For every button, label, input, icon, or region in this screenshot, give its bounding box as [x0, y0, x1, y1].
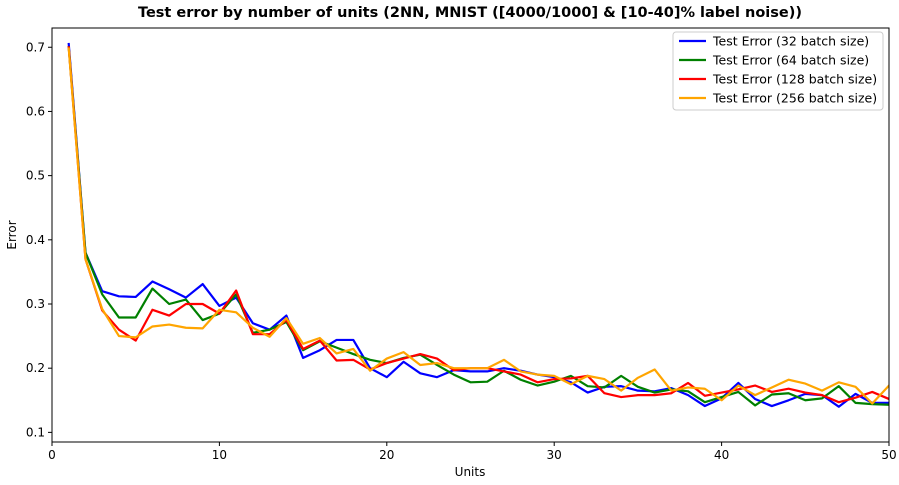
plot-frame: [51, 27, 890, 443]
x-axis: 0 10 20 30 40 50: [48, 442, 897, 462]
series-line-1: [67, 42, 889, 408]
x-tick-label: 20: [379, 448, 394, 462]
legend-frame: [672, 31, 884, 111]
series-line-4: [67, 47, 889, 405]
y-tick-label: 0.1: [26, 425, 45, 439]
series-line-2: [67, 46, 889, 407]
y-tick-label: 0.2: [26, 361, 45, 375]
x-axis-label: Units: [455, 465, 486, 479]
legend-entry-label: Test Error (128 batch size): [712, 72, 877, 87]
y-tick-label: 0.4: [26, 233, 45, 247]
legend-entry-label: Test Error (32 batch size): [712, 34, 869, 49]
x-tick-label: 30: [547, 448, 562, 462]
y-tick-label: 0.6: [26, 104, 45, 118]
y-axis: 0.1 0.2 0.3 0.4 0.5 0.6 0.7: [26, 40, 52, 439]
y-axis-label: Error: [5, 220, 19, 249]
legend-entry-label: Test Error (256 batch size): [712, 91, 877, 106]
x-tick-label: 10: [212, 448, 227, 462]
chart-title: Test error by number of units (2NN, MNIS…: [138, 5, 802, 21]
y-tick-label: 0.5: [26, 169, 45, 183]
x-tick-label: 40: [714, 448, 729, 462]
y-tick-label: 0.7: [26, 40, 45, 54]
x-tick-label: 50: [881, 448, 896, 462]
x-tick-label: 0: [48, 448, 56, 462]
legend-entry-label: Test Error (64 batch size): [712, 53, 869, 68]
plot-area: [67, 42, 889, 408]
y-tick-label: 0.3: [26, 297, 45, 311]
legend: Test Error (32 batch size) Test Error (64…: [672, 31, 884, 111]
